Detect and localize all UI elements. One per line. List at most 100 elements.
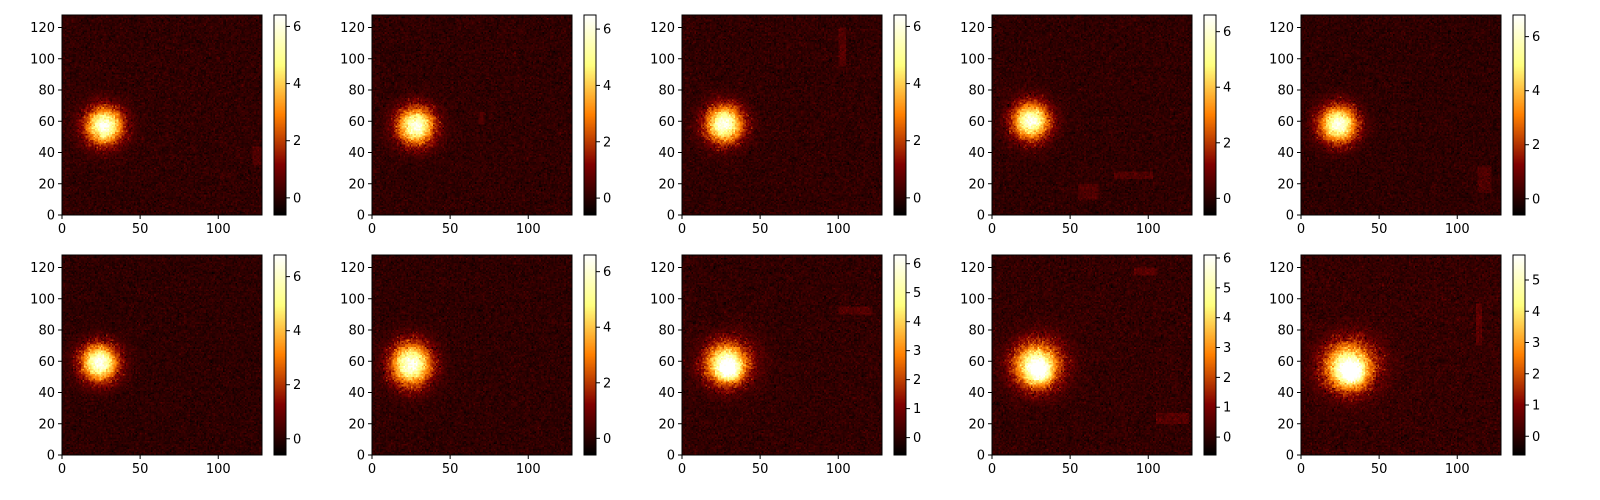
x-tick-label: 0	[1297, 222, 1305, 237]
colorbar-tick-label: 0	[913, 431, 921, 446]
colorbar-tick-label: 3	[1532, 336, 1540, 351]
y-tick-label: 20	[1277, 417, 1294, 432]
colorbar-tick-label: 3	[1223, 341, 1231, 356]
x-tick-label: 0	[58, 222, 66, 237]
x-tick-label: 100	[1136, 222, 1161, 237]
colorbar-frame	[893, 254, 907, 456]
y-tick-label: 20	[1277, 177, 1294, 192]
colorbar-frame	[273, 254, 287, 456]
colorbar-gradient	[894, 255, 906, 455]
colorbar-tick-label: 2	[1532, 138, 1540, 153]
colorbar-tick-label: 2	[1223, 136, 1231, 151]
y-tick-label: 120	[30, 21, 55, 36]
y-tick-label: 40	[968, 146, 985, 161]
x-tick-label: 100	[516, 462, 541, 477]
y-tick-label: 20	[658, 177, 675, 192]
colorbar-tick-label: 6	[603, 23, 611, 38]
y-tick-label: 100	[340, 52, 365, 67]
colorbar-tick-label: 2	[293, 134, 301, 149]
y-tick-label: 80	[1277, 84, 1294, 99]
heatmap-image	[372, 255, 572, 455]
colorbar-tick-label: 0	[603, 432, 611, 447]
colorbar-tick-label: 0	[913, 191, 921, 206]
x-tick-label: 50	[752, 222, 769, 237]
y-tick-label: 100	[340, 292, 365, 307]
colorbar-frame	[583, 14, 597, 216]
axes-frame	[371, 14, 573, 216]
colorbar-tick-label: 2	[913, 373, 921, 388]
y-tick-label: 40	[38, 146, 55, 161]
y-tick-label: 100	[650, 52, 675, 67]
y-tick-label: 0	[667, 209, 675, 224]
y-tick-label: 100	[1269, 292, 1294, 307]
x-tick-label: 50	[1371, 462, 1388, 477]
y-tick-label: 100	[30, 292, 55, 307]
colorbar-frame	[1512, 14, 1526, 216]
colorbar-tick-label: 4	[913, 77, 921, 92]
y-tick-label: 0	[357, 209, 365, 224]
heatmap-image	[372, 15, 572, 215]
y-tick-label: 0	[977, 449, 985, 464]
y-tick-label: 0	[357, 449, 365, 464]
axes-frame	[61, 254, 263, 456]
colorbar-tick-label: 2	[293, 378, 301, 393]
heatmap-image	[62, 15, 262, 215]
colorbar-gradient	[584, 15, 596, 215]
y-tick-label: 60	[38, 355, 55, 370]
y-tick-label: 0	[1286, 209, 1294, 224]
axes-frame	[991, 14, 1193, 216]
colorbar-tick-label: 6	[913, 257, 921, 272]
colorbar-frame	[1203, 254, 1217, 456]
x-tick-label: 100	[206, 462, 231, 477]
colorbar-tick-label: 2	[913, 134, 921, 149]
y-tick-label: 60	[658, 115, 675, 130]
colorbar-tick-label: 4	[913, 315, 921, 330]
colorbar-tick-label: 4	[293, 77, 301, 92]
x-tick-label: 0	[988, 462, 996, 477]
y-tick-label: 0	[47, 209, 55, 224]
colorbar-tick-label: 4	[603, 321, 611, 336]
y-tick-label: 60	[1277, 115, 1294, 130]
y-tick-label: 40	[968, 386, 985, 401]
x-tick-label: 50	[1371, 222, 1388, 237]
colorbar-tick-label: 4	[603, 79, 611, 94]
y-tick-label: 60	[348, 355, 365, 370]
y-tick-label: 80	[968, 84, 985, 99]
colorbar-tick-label: 0	[1223, 192, 1231, 207]
axes-frame	[1300, 254, 1502, 456]
y-tick-label: 40	[348, 146, 365, 161]
heatmap-image	[682, 255, 882, 455]
x-tick-label: 50	[132, 222, 149, 237]
colorbar-tick-label: 0	[1532, 430, 1540, 445]
colorbar-gradient	[1513, 15, 1525, 215]
heatmap-image	[1301, 255, 1501, 455]
colorbar-tick-label: 0	[1532, 192, 1540, 207]
axes-frame	[991, 254, 1193, 456]
y-tick-label: 0	[47, 449, 55, 464]
y-tick-label: 40	[658, 146, 675, 161]
colorbar-tick-label: 0	[603, 192, 611, 207]
colorbar-gradient	[274, 15, 286, 215]
y-tick-label: 120	[1269, 21, 1294, 36]
heatmap-image	[1301, 15, 1501, 215]
x-tick-label: 100	[826, 222, 851, 237]
y-tick-label: 80	[38, 84, 55, 99]
x-tick-label: 0	[58, 462, 66, 477]
y-tick-label: 20	[38, 417, 55, 432]
y-tick-label: 0	[667, 449, 675, 464]
x-tick-label: 50	[132, 462, 149, 477]
y-tick-label: 80	[348, 324, 365, 339]
y-tick-label: 100	[30, 52, 55, 67]
y-tick-label: 60	[968, 355, 985, 370]
x-tick-label: 50	[1062, 222, 1079, 237]
colorbar-tick-label: 4	[1532, 84, 1540, 99]
